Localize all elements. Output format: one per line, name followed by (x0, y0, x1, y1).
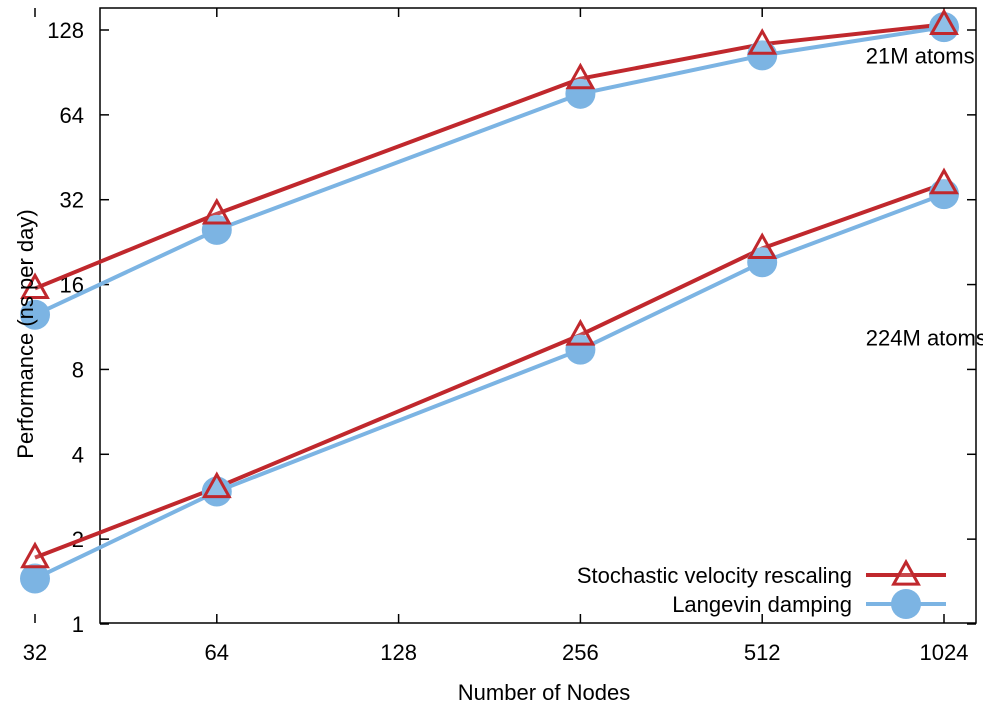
x-tick-label: 512 (744, 640, 781, 665)
y-tick-label: 4 (72, 442, 84, 467)
y-tick-label: 128 (47, 18, 84, 43)
y-tick-label: 1 (72, 612, 84, 637)
y-axis-title: Performance (ns per day) (13, 209, 38, 458)
point-stochastic-21m-atoms (565, 62, 596, 90)
point-stochastic-224m-atoms (201, 471, 232, 499)
point-stochastic-224m-atoms (565, 318, 596, 346)
x-tick-label: 1024 (920, 640, 969, 665)
x-tick-label: 32 (23, 640, 47, 665)
point-langevin-21m-atoms (747, 40, 778, 71)
point-stochastic-224m-atoms (929, 167, 959, 195)
annotation-label: 21M atoms (866, 43, 975, 68)
point-stochastic-21m-atoms (201, 197, 232, 225)
annotations: 21M atoms 224M atoms (866, 43, 983, 350)
legend: Stochastic velocity rescaling Langevin da… (577, 558, 946, 619)
point-stochastic-21m-atoms (20, 272, 50, 300)
point-stochastic-21m-atoms (929, 8, 959, 35)
series-lines (34, 22, 945, 581)
legend-marker-circle (891, 589, 921, 619)
x-tick-label: 256 (562, 640, 599, 665)
line-langevin-21m-atoms (34, 25, 945, 317)
x-tick-label: 64 (205, 640, 229, 665)
x-tick-label: 128 (380, 640, 417, 665)
point-stochastic-21m-atoms (747, 28, 778, 55)
series-markers (20, 8, 959, 594)
annotation-label: 224M atoms (866, 325, 983, 350)
legend-marker-triangle (891, 558, 921, 586)
line-stochastic-21m-atoms (34, 22, 945, 291)
point-langevin-224m-atoms (747, 247, 778, 278)
legend-label: Stochastic velocity rescaling (577, 563, 852, 588)
line-stochastic-224m-atoms (34, 181, 945, 560)
y-tick-label: 8 (72, 357, 84, 382)
point-langevin-224m-atoms (201, 476, 232, 507)
point-langevin-224m-atoms (20, 563, 50, 594)
point-stochastic-224m-atoms (747, 232, 778, 259)
point-langevin-21m-atoms (20, 299, 50, 330)
point-langevin-224m-atoms (565, 334, 596, 365)
plot-frame (99, 7, 977, 624)
point-stochastic-224m-atoms (20, 541, 50, 569)
legend-label: Langevin damping (672, 592, 852, 617)
x-axis-title: Number of Nodes (458, 680, 630, 705)
y-tick-label: 32 (60, 188, 84, 213)
y-tick-label: 64 (60, 103, 84, 128)
